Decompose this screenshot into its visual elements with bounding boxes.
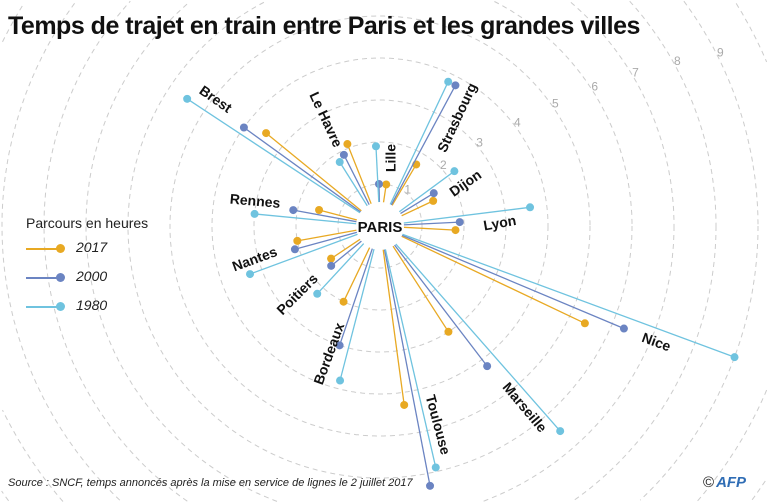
spoke-1980-Lyon	[387, 206, 531, 226]
afp-logo: AFP	[716, 474, 747, 491]
point-2000-Nantes	[290, 245, 299, 254]
spoke-2017-Marseille	[383, 232, 449, 333]
city-label: Rennes	[229, 191, 281, 211]
point-2017-Rennes	[315, 206, 324, 215]
spoke-2000-Strasbourg	[383, 85, 456, 220]
point-2000-Lyon	[455, 218, 464, 227]
point-1980-Brest	[183, 94, 192, 103]
radial-tick-label: 3	[476, 135, 483, 149]
point-1980-Nantes	[246, 270, 255, 279]
radial-tick-label: 7	[632, 66, 639, 80]
spoke-1980-Strasbourg	[382, 81, 449, 220]
point-1980-Marseille	[556, 427, 565, 436]
point-2017-Toulouse	[400, 400, 409, 409]
point-1980-Strasbourg	[444, 77, 453, 86]
point-2000-Le Havre	[339, 150, 348, 159]
grid-ring	[85, 2, 675, 502]
point-1980-Toulouse	[431, 463, 440, 472]
point-2017-Poitiers	[327, 254, 336, 263]
spoke-2017-Brest	[265, 132, 375, 222]
city-label: Nantes	[230, 243, 280, 274]
point-2000-Brest	[239, 123, 248, 132]
point-2017-Nantes	[293, 236, 302, 245]
point-1980-Lyon	[526, 203, 535, 212]
point-1980-Rennes	[250, 209, 259, 218]
legend-title: Parcours en heures	[26, 215, 149, 231]
spoke-2017-Toulouse	[380, 233, 405, 406]
city-label: Toulouse	[423, 393, 454, 456]
spoke-1980-Rennes	[254, 213, 373, 226]
radial-tick-label: 4	[514, 115, 521, 129]
afp-credit: © AFP	[703, 474, 747, 491]
radial-tick-label: 2	[440, 158, 447, 172]
grid-ring	[43, 0, 717, 502]
city-label: Strasbourg	[434, 80, 480, 154]
grid-ring	[295, 141, 465, 311]
city-label: Marseille	[500, 379, 551, 435]
point-2000-Nice	[619, 324, 628, 333]
spoke-2000-Bordeaux	[338, 233, 379, 346]
point-2000-Marseille	[483, 362, 492, 371]
center-label: PARIS	[358, 219, 403, 236]
point-1980-Bordeaux	[336, 376, 345, 385]
point-2017-Le Havre	[343, 140, 352, 149]
point-2000-Lille	[374, 180, 383, 189]
point-1980-Lille	[371, 142, 380, 151]
spoke-2000-Brest	[243, 126, 374, 222]
point-2017-Nice	[580, 319, 589, 328]
point-2017-Dijon	[429, 196, 438, 205]
point-2000-Rennes	[289, 206, 298, 215]
legend-item-2017: 2017	[26, 239, 148, 268]
point-1980-Dijon	[450, 167, 459, 176]
radial-tick-label: 5	[552, 96, 559, 110]
radial-tick-label: 1	[404, 182, 411, 196]
radial-tick-label: 6	[591, 80, 598, 94]
grid-ring	[2, 3, 768, 502]
point-2000-Toulouse	[426, 481, 435, 490]
grid-ring	[169, 15, 591, 437]
point-1980-Poitiers	[313, 289, 322, 298]
spoke-2000-Nice	[387, 228, 625, 330]
legend: Parcours en heures 2017 2000 1980	[26, 215, 148, 326]
chart-title: Temps de trajet en train entre Paris et …	[8, 12, 640, 40]
city-label: Lille	[383, 144, 399, 172]
point-2000-Poitiers	[327, 261, 336, 270]
city-label: Lyon	[482, 212, 517, 233]
point-1980-Nice	[730, 353, 739, 362]
spoke-1980-Nantes	[249, 228, 373, 275]
point-2017-Bordeaux	[339, 297, 348, 306]
spoke-2000-Toulouse	[380, 233, 431, 486]
spoke-2000-Marseille	[384, 231, 488, 367]
legend-item-1980: 1980	[26, 297, 148, 326]
point-1980-Le Havre	[335, 158, 344, 167]
point-2000-Dijon	[429, 189, 438, 198]
spoke-1980-Marseille	[384, 231, 561, 432]
grid-ring	[127, 1, 633, 479]
spoke-1980-Nice	[387, 228, 735, 358]
point-2000-Bordeaux	[335, 341, 344, 350]
point-2000-Strasbourg	[451, 81, 460, 90]
grid-ring	[253, 99, 507, 353]
point-2017-Lyon	[451, 226, 460, 235]
radial-tick-label: 9	[717, 46, 724, 60]
spoke-2017-Nice	[386, 228, 586, 324]
spoke-1980-Toulouse	[381, 233, 437, 468]
point-2017-Lille	[382, 180, 391, 189]
point-2017-Brest	[262, 129, 271, 138]
radial-tick-label: 8	[674, 54, 681, 68]
legend-item-2000: 2000	[26, 268, 148, 297]
source-note: Source : SNCF, temps annoncés après la m…	[8, 477, 413, 489]
spoke-1980-Bordeaux	[339, 233, 379, 381]
city-label: Brest	[196, 82, 235, 116]
spoke-1980-Brest	[186, 98, 374, 223]
city-label: Bordeaux	[310, 320, 347, 386]
center-disc	[356, 202, 404, 250]
point-2017-Marseille	[444, 327, 453, 336]
grid-ring	[1, 480, 766, 502]
